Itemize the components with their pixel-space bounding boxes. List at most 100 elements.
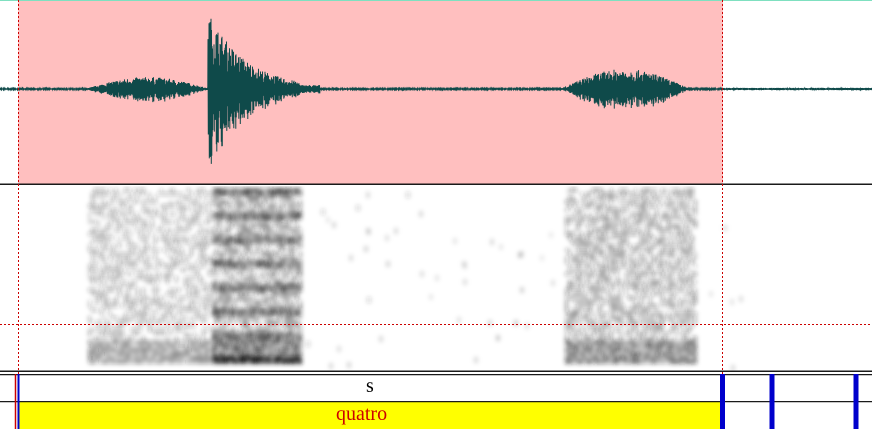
spectrogram-cell [221, 244, 224, 248]
spectrogram-cell [598, 208, 601, 212]
spectrogram-cell [272, 256, 275, 260]
spectrogram-cell [565, 216, 568, 220]
spectrogram-cell [212, 304, 215, 308]
spectrogram-cell [601, 324, 604, 328]
spectrogram-cell [568, 232, 571, 236]
interval-tier-2[interactable]: quatro [0, 401, 872, 429]
tier-1-interval-label[interactable]: s [366, 375, 374, 397]
spectrogram-cell [634, 220, 637, 224]
spectrogram-cell [127, 272, 130, 276]
spectrogram-cell [254, 360, 257, 364]
spectrogram-cell [248, 188, 251, 192]
spectrogram-cell [586, 316, 589, 320]
spectrogram-cell [287, 340, 290, 344]
spectrogram-cell [287, 196, 290, 200]
spectrogram-cell [574, 252, 577, 256]
spectrogram-cell [628, 356, 631, 360]
spectrogram-cell [613, 256, 616, 260]
spectrogram-cell [230, 292, 233, 296]
spectrogram-cell [667, 300, 670, 304]
spectrogram-cell [205, 260, 208, 264]
spectrogram-cell [212, 216, 215, 220]
spectrogram-cell [245, 312, 248, 316]
spectrogram-cell [184, 344, 187, 348]
spectrogram-cell [664, 228, 667, 232]
spectrogram-cell [670, 352, 673, 356]
spectrogram-cell [124, 256, 127, 260]
spectrogram-cell [166, 236, 169, 240]
spectrogram-cell [655, 352, 658, 356]
spectrogram-cell [88, 204, 91, 208]
spectrogram-cell [287, 348, 290, 352]
spectrogram-cell [199, 192, 202, 196]
spectrogram-cell [649, 244, 652, 248]
spectrogram-cell [565, 360, 568, 364]
spectrogram-cell [239, 296, 242, 300]
spectrogram-cell [694, 312, 697, 316]
tier-2-selected-interval[interactable] [19, 401, 722, 429]
spectrogram-cell [142, 200, 145, 204]
spectrogram-cell [619, 208, 622, 212]
spectrogram-cell [577, 248, 580, 252]
spectrogram-cell [97, 224, 100, 228]
spectrogram-cell [290, 324, 293, 328]
spectrogram-cell [103, 296, 106, 300]
spectrogram-cell [218, 256, 221, 260]
interval-tier-1[interactable]: s [0, 374, 872, 400]
spectrogram-cell [419, 211, 423, 217]
spectrogram-cell [248, 256, 251, 260]
spectrogram-cell [251, 352, 254, 356]
spectrogram-cell [616, 224, 619, 228]
spectrogram-cell [112, 352, 115, 356]
spectrogram-cell [212, 264, 215, 268]
spectrogram-cell [227, 268, 230, 272]
spectrogram-cell [634, 272, 637, 276]
spectrogram-cell [88, 272, 91, 276]
spectrogram-cell [224, 284, 227, 288]
spectrogram-cell [604, 216, 607, 220]
spectrogram-cell [643, 308, 646, 312]
spectrogram-cell [266, 236, 269, 240]
spectrogram-cell [604, 360, 607, 364]
spectrogram-cell [245, 336, 248, 340]
waveform-panel[interactable] [0, 0, 872, 185]
spectrogram-canvas[interactable] [0, 186, 872, 372]
spectrogram-cell [290, 312, 293, 316]
spectrogram-cell [565, 348, 568, 352]
spectrogram-cell [224, 348, 227, 352]
spectrogram-cell [154, 348, 157, 352]
spectrogram-cell [190, 340, 193, 344]
spectrogram-cell [613, 192, 616, 196]
spectrogram-cell [278, 220, 281, 224]
spectrogram-cell [583, 332, 586, 336]
waveform-canvas[interactable] [0, 0, 872, 185]
spectrogram-cell [236, 280, 239, 284]
spectrogram-cell [604, 280, 607, 284]
spectrogram-cell [571, 356, 574, 360]
spectrogram-cell [296, 244, 299, 248]
spectrogram-cell [248, 360, 251, 364]
spectrogram-cell [172, 236, 175, 240]
spectrogram-cell [592, 268, 595, 272]
tier-2-interval-label[interactable]: quatro [336, 403, 388, 425]
spectrogram-cell [103, 268, 106, 272]
spectrogram-cell [571, 284, 574, 288]
spectrogram-cell [676, 276, 679, 280]
spectrogram-cell [245, 288, 248, 292]
spectrogram-cell [178, 340, 181, 344]
spectrogram-cell [227, 236, 230, 240]
spectrogram-cell [293, 276, 296, 280]
spectrogram-cell [118, 200, 121, 204]
spectrogram-cell [151, 200, 154, 204]
spectrogram-panel[interactable] [0, 186, 872, 372]
spectrogram-cell [580, 240, 583, 244]
spectrogram-cell [688, 348, 691, 352]
spectrogram-cell [266, 228, 269, 232]
spectrogram-cell [679, 260, 682, 264]
spectrogram-cell [679, 232, 682, 236]
spectrogram-cell [263, 292, 266, 296]
spectrogram-cell [607, 336, 610, 340]
spectrogram-cell [688, 240, 691, 244]
spectrogram-cell [127, 356, 130, 360]
spectrogram-cell [227, 336, 230, 340]
